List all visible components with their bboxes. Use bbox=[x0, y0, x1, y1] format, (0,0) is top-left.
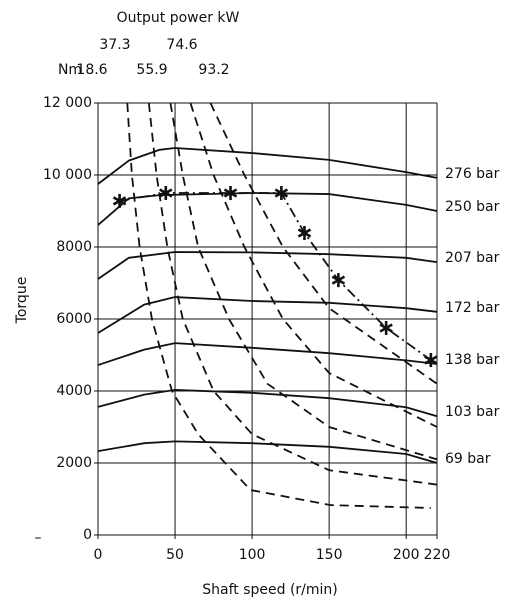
power-label: 93.2 bbox=[198, 62, 229, 78]
y-tick-label: 2000 bbox=[56, 455, 92, 471]
solid-line bbox=[97, 389, 438, 418]
solid-line bbox=[97, 342, 438, 366]
x-tick-label: 0 bbox=[94, 547, 103, 563]
dashed-line bbox=[147, 102, 438, 486]
star-marker bbox=[379, 321, 393, 335]
y-tick-label: 10 000 bbox=[43, 167, 92, 183]
x-tick-label: 100 bbox=[239, 547, 266, 563]
x-tick-label: 150 bbox=[316, 547, 343, 563]
y-tick-label: 8000 bbox=[56, 239, 92, 255]
star-arm bbox=[112, 196, 127, 206]
solid-line bbox=[97, 296, 438, 334]
power-title: Output power kW bbox=[117, 10, 240, 26]
power-label: 18.6 bbox=[76, 62, 107, 78]
power-label: 74.6 bbox=[166, 37, 197, 53]
y-tick-label: 6000 bbox=[56, 311, 92, 327]
x-tick-label: 50 bbox=[166, 547, 184, 563]
power-label: 55.9 bbox=[136, 62, 167, 78]
series-label: 250 bar bbox=[445, 199, 500, 215]
y-axis-label: Torque bbox=[14, 277, 30, 325]
y-tick-label: 4000 bbox=[56, 383, 92, 399]
star-arm bbox=[297, 228, 312, 238]
star-arm bbox=[331, 275, 346, 285]
star-arm bbox=[379, 323, 393, 333]
series-label: 103 bar bbox=[445, 404, 500, 420]
star-marker bbox=[159, 186, 173, 200]
annotation: – bbox=[35, 530, 42, 546]
star-marker bbox=[297, 225, 312, 240]
star-arm bbox=[274, 188, 289, 198]
series-label: 69 bar bbox=[445, 451, 491, 467]
star-arm bbox=[159, 188, 173, 198]
solid-line bbox=[97, 251, 438, 280]
power-label: 37.3 bbox=[99, 37, 130, 53]
dashed-line bbox=[189, 102, 438, 428]
series-label: 138 bar bbox=[445, 352, 500, 368]
solid-line bbox=[97, 147, 438, 185]
dashed-line bbox=[126, 102, 431, 509]
series-label: 172 bar bbox=[445, 300, 500, 316]
x-axis-label: Shaft speed (r/min) bbox=[202, 582, 338, 598]
star-marker bbox=[331, 273, 346, 288]
star-arm bbox=[424, 355, 438, 365]
y-tick-label: 12 000 bbox=[43, 95, 92, 111]
x-tick-label: 220 bbox=[424, 547, 451, 563]
star-marker bbox=[223, 186, 238, 200]
star-arm bbox=[223, 188, 238, 198]
dashed-line bbox=[209, 102, 438, 385]
series-label: 276 bar bbox=[445, 166, 500, 182]
x-tick-label: 200 bbox=[393, 547, 420, 563]
star-marker bbox=[274, 186, 289, 200]
dashed-line bbox=[169, 102, 438, 461]
y-tick-label: 0 bbox=[83, 527, 92, 543]
series-label: 207 bar bbox=[445, 250, 500, 266]
star-marker bbox=[112, 193, 127, 208]
dashdot-line bbox=[119, 192, 432, 361]
star-marker bbox=[424, 353, 438, 368]
solid-line bbox=[97, 440, 438, 464]
solid-line bbox=[97, 192, 438, 226]
power-unit: Nm bbox=[58, 62, 82, 78]
